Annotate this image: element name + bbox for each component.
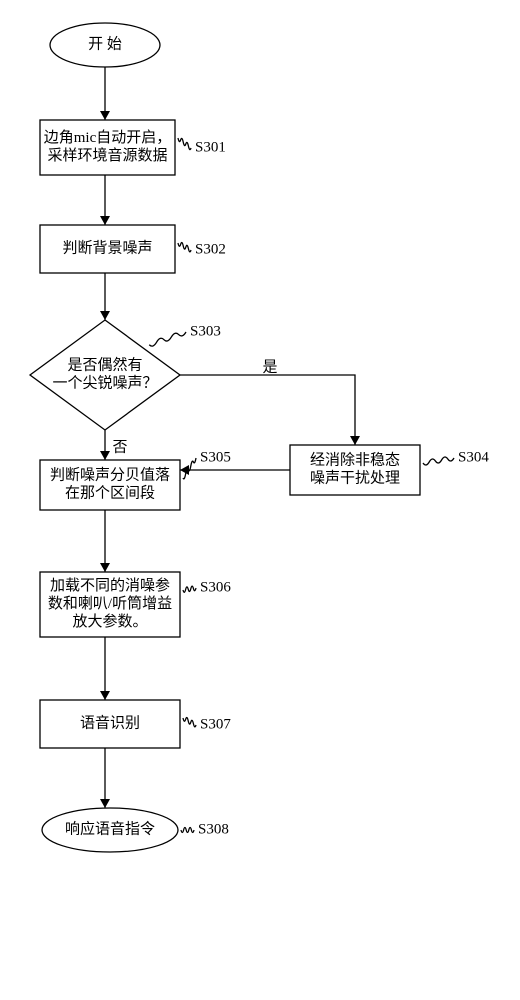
step-tag-s304: S304 xyxy=(458,449,489,465)
svg-text:数和喇叭/听筒增益: 数和喇叭/听筒增益 xyxy=(48,595,172,612)
svg-text:采样环境音源数据: 采样环境音源数据 xyxy=(47,146,167,164)
svg-text:噪声干扰处理: 噪声干扰处理 xyxy=(310,468,400,486)
step-tag-s306: S306 xyxy=(200,579,231,595)
svg-text:判断噪声分贝值落: 判断噪声分贝值落 xyxy=(50,465,170,483)
svg-text:经消除非稳态: 经消除非稳态 xyxy=(310,451,400,468)
svg-text:边角mic自动开启，: 边角mic自动开启， xyxy=(44,129,172,146)
step-tag-s305: S305 xyxy=(200,449,231,465)
svg-text:是否偶然有: 是否偶然有 xyxy=(67,356,142,373)
svg-text:否: 否 xyxy=(112,439,127,455)
svg-text:判断背景噪声: 判断背景噪声 xyxy=(62,238,152,256)
step-tag-s308: S308 xyxy=(198,821,229,837)
svg-text:是: 是 xyxy=(262,359,277,375)
svg-text:开 始: 开 始 xyxy=(88,35,122,52)
step-tag-s307: S307 xyxy=(200,716,231,732)
svg-text:加载不同的消噪参: 加载不同的消噪参 xyxy=(50,577,170,594)
svg-text:在那个区间段: 在那个区间段 xyxy=(65,484,155,501)
step-tag-s303: S303 xyxy=(190,323,221,339)
step-tag-s302: S302 xyxy=(195,241,226,257)
svg-text:一个尖锐噪声？: 一个尖锐噪声？ xyxy=(52,373,157,391)
svg-text:响应语音指令: 响应语音指令 xyxy=(65,819,155,837)
step-tag-s301: S301 xyxy=(195,139,226,155)
flowchart: 开 始边角mic自动开启，采样环境音源数据判断背景噪声经消除非稳态噪声干扰处理 判… xyxy=(0,0,520,1000)
svg-text:放大参数。: 放大参数。 xyxy=(72,613,147,630)
svg-text:语音识别: 语音识别 xyxy=(80,714,140,731)
